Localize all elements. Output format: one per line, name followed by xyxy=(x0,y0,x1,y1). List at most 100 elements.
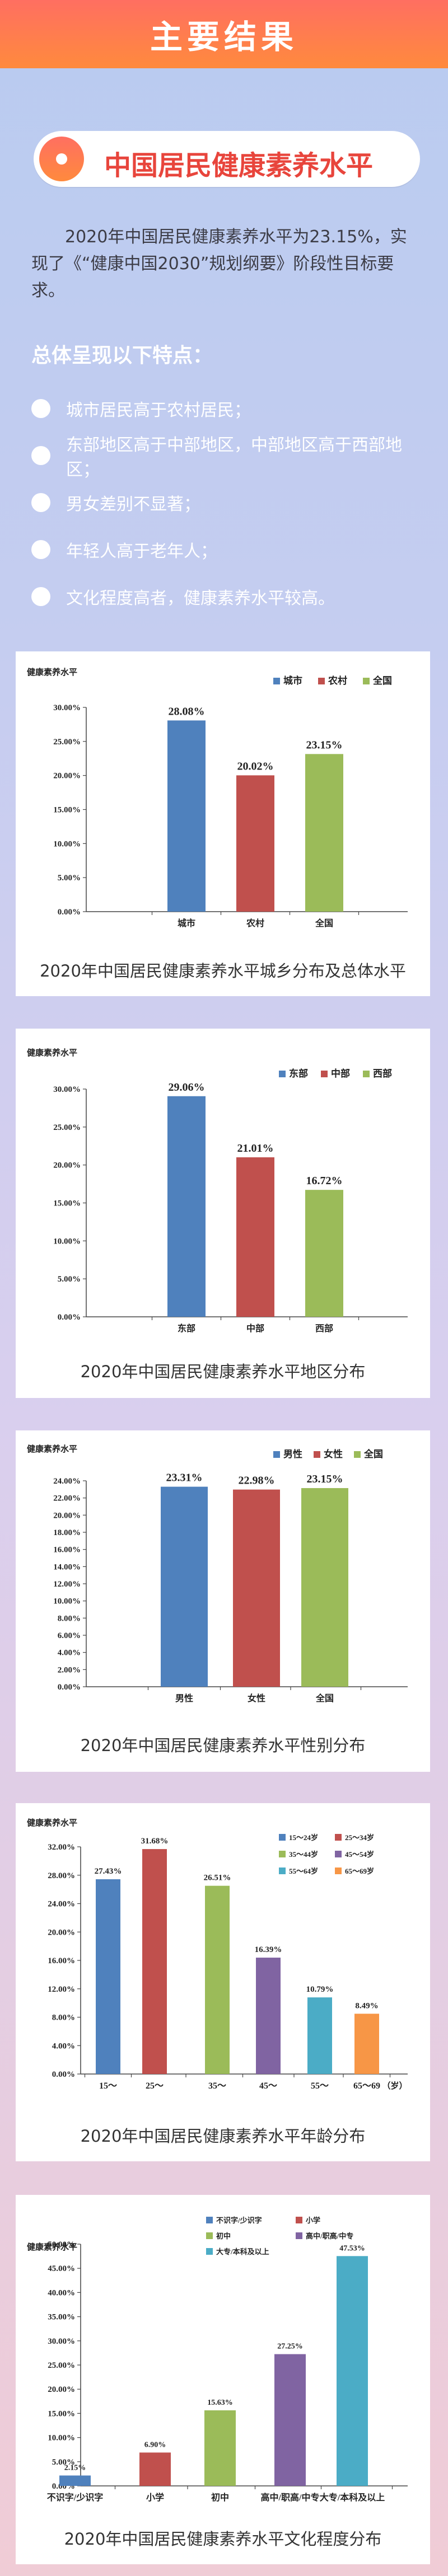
y-tick-label: 45.00% xyxy=(48,2264,75,2273)
y-tick-label: 28.00% xyxy=(48,1871,75,1880)
bullet-icon xyxy=(31,399,50,418)
data-label: 27.25% xyxy=(277,2343,303,2351)
bullet-icon xyxy=(31,493,50,512)
chart-card-education: 健康素养水平 0.00% 5.00% 10.00% 15.00% 20.00% 25.00%… xyxy=(16,2195,430,2564)
legend-label: 高中/职高/中专 xyxy=(306,2232,353,2240)
y-tick-label: 16.00% xyxy=(48,1956,75,1965)
x-tick-label: 65～69 xyxy=(353,2081,380,2091)
section-title: 中国居民健康素养水平 xyxy=(104,150,374,181)
y-tick-label: 4.00% xyxy=(52,2042,75,2051)
x-tick-label: 不识字/少识字 xyxy=(47,2492,103,2503)
y-tick-label: 24.00% xyxy=(53,1477,81,1486)
x-tick-label: 西部 xyxy=(315,1323,333,1334)
bar xyxy=(167,1096,206,1317)
legend-label: 55～64岁 xyxy=(289,1867,318,1875)
y-tick-label: 15.00% xyxy=(53,806,81,815)
x-tick-label: 中部 xyxy=(246,1323,264,1334)
features-heading: 总体呈现以下特点： xyxy=(31,344,213,367)
bar xyxy=(337,2256,368,2486)
legend-label: 25～34岁 xyxy=(345,1833,374,1842)
feature-item: 文化程度高者，健康素养水平较高。 xyxy=(31,573,435,620)
legend-swatch xyxy=(279,1868,286,1874)
data-label: 21.01% xyxy=(237,1142,274,1155)
bar xyxy=(256,1958,281,2074)
legend-label: 全国 xyxy=(363,1448,383,1460)
legend-label: 初中 xyxy=(216,2232,231,2240)
y-tick-label: 40.00% xyxy=(48,2288,75,2297)
bar xyxy=(307,1997,332,2074)
y-tick-label: 8.00% xyxy=(58,1614,81,1623)
legend-swatch xyxy=(279,1834,286,1841)
bar xyxy=(205,1885,230,2074)
feature-text: 东部地区高于中部地区，中部地区高于西部地区； xyxy=(66,435,402,480)
legend-swatch xyxy=(206,2232,213,2239)
y-tick-label: 22.00% xyxy=(53,1494,81,1503)
y-tick-label: 20.00% xyxy=(48,1928,75,1937)
x-tick-label: 初中 xyxy=(211,2492,229,2503)
bar xyxy=(96,1879,120,2074)
y-tick-label: 15.00% xyxy=(53,1199,81,1208)
bar xyxy=(301,1488,348,1687)
y-tick-label: 25.00% xyxy=(53,1123,81,1132)
legend-label: 不识字/少识字 xyxy=(216,2216,262,2225)
bar xyxy=(204,2410,236,2486)
legend-swatch xyxy=(296,2217,302,2223)
y-tick-label: 0.00% xyxy=(58,1313,81,1322)
chart-age: 健康素养水平 0.00% 4.00% 8.00% 12.00% 16.00% 20.00% 2… xyxy=(27,1818,408,2091)
section-dot-icon xyxy=(39,137,84,181)
chart-caption: 2020年中国居民健康素养水平年龄分布 xyxy=(80,2127,366,2146)
legend-label: 全国 xyxy=(372,675,392,686)
x-unit-label: （岁） xyxy=(382,2081,407,2091)
y-tick-label: 2.00% xyxy=(58,1665,81,1674)
legend-swatch xyxy=(206,2248,213,2255)
bar xyxy=(236,1157,274,1317)
y-tick-label: 30.00% xyxy=(48,2337,75,2346)
bar xyxy=(142,1849,167,2074)
bar xyxy=(161,1486,208,1687)
data-label: 23.15% xyxy=(307,1473,343,1485)
feature-text: 年轻人高于老年人； xyxy=(66,542,217,561)
y-tick-label: 0.00% xyxy=(58,908,81,917)
legend-swatch xyxy=(279,1851,286,1857)
y-axis-label: 健康素养水平 xyxy=(27,667,77,677)
x-tick-label: 小学 xyxy=(146,2492,164,2503)
feature-item: 城市居民高于农村居民； xyxy=(31,385,435,432)
y-tick-label: 20.00% xyxy=(48,2385,75,2394)
feature-text: 文化程度高者，健康素养水平较高。 xyxy=(66,589,335,608)
legend-swatch xyxy=(273,678,280,684)
y-axis-label: 健康素养水平 xyxy=(27,1818,77,1828)
bullet-icon xyxy=(31,587,50,606)
y-tick-label: 20.00% xyxy=(53,1161,81,1170)
page-title: 主要结果 xyxy=(150,18,298,56)
chart-education: 健康素养水平0.00%5.00%10.00%15.00%20.00%25.00%… xyxy=(27,2216,408,2503)
data-label: 16.72% xyxy=(306,1175,343,1187)
y-axis-label: 健康素养水平 xyxy=(27,1444,77,1454)
bullet-icon xyxy=(31,446,50,465)
chart-urban-rural: 健康素养水平 0.00% 5.00% 10.00% 15.00% 20.00% 25.00%… xyxy=(27,667,408,928)
y-tick-label: 24.00% xyxy=(48,1900,75,1909)
bar xyxy=(59,2475,91,2486)
y-tick-label: 10.00% xyxy=(53,1597,81,1606)
header-banner: 主要结果 xyxy=(0,0,448,68)
y-tick-label: 0.00% xyxy=(58,1683,81,1692)
legend-label: 女性 xyxy=(324,1448,343,1460)
y-tick-label: 30.00% xyxy=(53,703,81,712)
chart-caption: 2020年中国居民健康素养水平性别分布 xyxy=(80,1736,366,1755)
y-tick-label: 25.00% xyxy=(53,738,81,747)
chart-gender: 健康素养水平 0.00% 2.00% 4.00% 6.00% 8.00% 10.00% 12.… xyxy=(27,1444,408,1704)
x-tick-label: 全国 xyxy=(315,918,333,928)
y-tick-label: 32.00% xyxy=(48,1843,75,1852)
y-tick-label: 30.00% xyxy=(53,1085,81,1094)
y-tick-label: 14.00% xyxy=(53,1563,81,1571)
data-label: 20.02% xyxy=(237,760,274,772)
x-tick-label: 25～ xyxy=(146,2081,164,2091)
x-tick-label: 男性 xyxy=(175,1693,193,1704)
x-tick-label: 45～ xyxy=(259,2081,277,2091)
y-tick-label: 0.00% xyxy=(52,2070,75,2079)
y-tick-label: 8.00% xyxy=(52,2014,75,2023)
legend-swatch xyxy=(335,1834,342,1841)
data-label: 47.53% xyxy=(339,2244,365,2253)
features-list: 城市居民高于农村居民； 东部地区高于中部地区，中部地区高于西部地区； 男女差别不… xyxy=(31,385,435,620)
feature-text: 城市居民高于农村居民； xyxy=(66,401,251,420)
data-label: 2.15% xyxy=(64,2464,86,2472)
